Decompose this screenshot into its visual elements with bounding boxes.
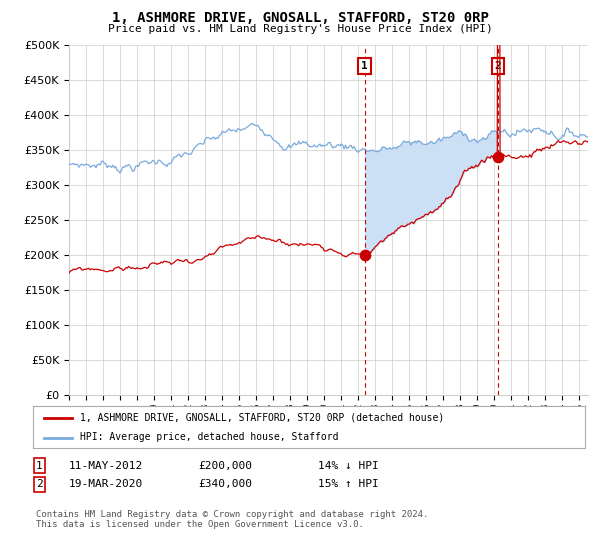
Text: 14% ↓ HPI: 14% ↓ HPI	[318, 461, 379, 471]
Text: Price paid vs. HM Land Registry's House Price Index (HPI): Price paid vs. HM Land Registry's House …	[107, 24, 493, 34]
Text: 1: 1	[361, 61, 368, 71]
Text: HPI: Average price, detached house, Stafford: HPI: Average price, detached house, Staf…	[80, 432, 338, 442]
Point	[360, 250, 370, 259]
Text: 19-MAR-2020: 19-MAR-2020	[69, 479, 143, 489]
Text: 2: 2	[494, 61, 502, 71]
Text: 1, ASHMORE DRIVE, GNOSALL, STAFFORD, ST20 0RP: 1, ASHMORE DRIVE, GNOSALL, STAFFORD, ST2…	[112, 11, 488, 25]
Point	[493, 152, 503, 161]
Text: 15% ↑ HPI: 15% ↑ HPI	[318, 479, 379, 489]
Text: £200,000: £200,000	[198, 461, 252, 471]
Text: 1: 1	[36, 461, 43, 471]
Text: 11-MAY-2012: 11-MAY-2012	[69, 461, 143, 471]
Text: Contains HM Land Registry data © Crown copyright and database right 2024.
This d: Contains HM Land Registry data © Crown c…	[36, 510, 428, 529]
Text: 2: 2	[36, 479, 43, 489]
Text: £340,000: £340,000	[198, 479, 252, 489]
Text: 1, ASHMORE DRIVE, GNOSALL, STAFFORD, ST20 0RP (detached house): 1, ASHMORE DRIVE, GNOSALL, STAFFORD, ST2…	[80, 413, 444, 423]
